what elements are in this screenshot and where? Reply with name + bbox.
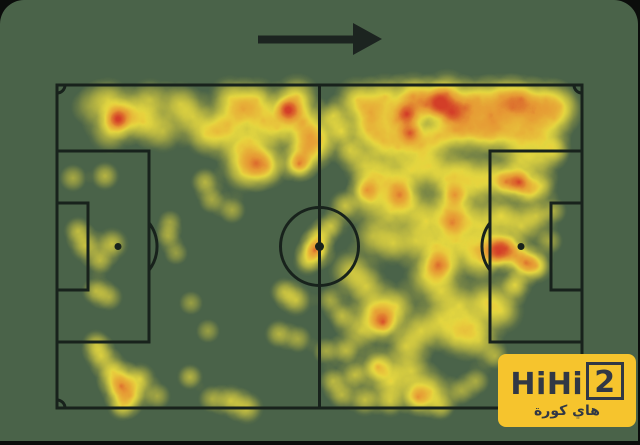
brand-text: HiHi [510, 367, 584, 403]
brand-boxed-digit: 2 [586, 361, 624, 401]
brand-wordmark: HiHi 2 [510, 361, 624, 403]
brand-logo: HiHi 2 هاي كورة [498, 354, 636, 427]
brand-tagline-arabic: هاي كورة [534, 403, 600, 420]
